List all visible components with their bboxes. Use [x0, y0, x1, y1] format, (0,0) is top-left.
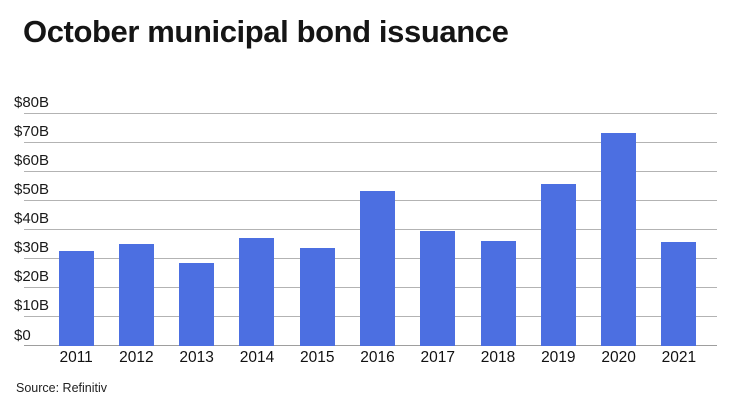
bar-2021 [661, 242, 697, 346]
bar-2020 [601, 133, 637, 346]
y-tick-label: $80B [14, 94, 50, 111]
x-tick-label: 2021 [661, 349, 697, 366]
bar-2013 [179, 262, 215, 346]
x-tick-label: 2015 [299, 349, 335, 366]
x-tick-label: 2016 [360, 349, 395, 366]
x-tick-label: 2020 [601, 349, 636, 366]
x-tick-label: 2014 [239, 349, 275, 366]
x-tick-label: 2012 [119, 349, 154, 366]
x-tick-label: 2011 [59, 349, 93, 366]
x-tick-label: 2017 [420, 349, 455, 366]
y-tick-label: $10B [14, 297, 50, 315]
gridline [24, 112, 717, 114]
x-tick-label: 2018 [480, 349, 516, 366]
x-tick-label: 2013 [179, 349, 214, 366]
bar-2015 [299, 248, 335, 346]
y-tick-label: $0 [14, 326, 31, 344]
chart-title: October municipal bond issuance [23, 14, 509, 49]
x-tick-label: 2019 [541, 349, 576, 366]
y-tick-label: $20B [14, 268, 50, 286]
bar-2018 [480, 240, 516, 346]
y-tick-label: $30B [14, 239, 50, 257]
bar-2019 [540, 184, 576, 346]
x-axis-baseline [24, 345, 717, 346]
bar-2014 [239, 237, 275, 346]
bar-2012 [118, 243, 154, 346]
y-tick-label: $60B [14, 152, 50, 170]
bar-2011 [58, 251, 94, 346]
gridline [24, 170, 717, 172]
y-tick-label: $40B [14, 210, 50, 228]
bar-2016 [360, 191, 395, 346]
source-attribution: Source: Refinitiv [16, 381, 108, 395]
bar-2017 [420, 230, 456, 346]
gridline [24, 141, 717, 143]
y-tick-label: $50B [14, 181, 50, 199]
y-tick-label: $70B [14, 123, 50, 141]
